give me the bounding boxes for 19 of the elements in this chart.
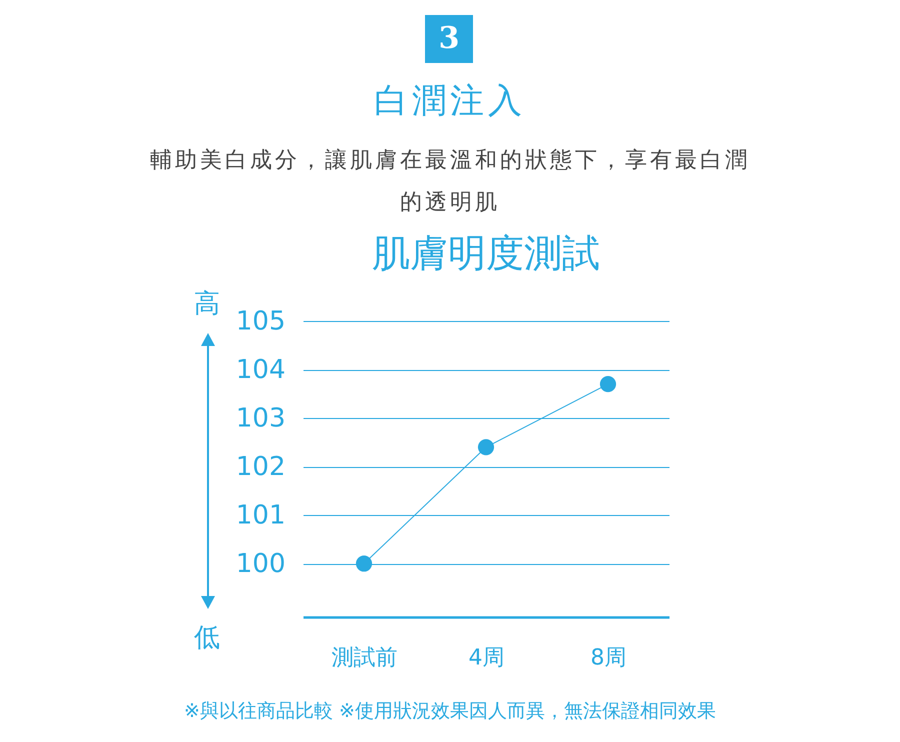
y-tick-label: 103: [236, 404, 286, 434]
y-tick-label: 102: [236, 452, 286, 482]
text: 高: [193, 288, 221, 321]
y-tick-label: 100: [236, 549, 286, 580]
y-tick-label: 105: [236, 306, 286, 336]
x-tick-label: 測試前: [332, 646, 398, 670]
text: ※與以往商品比較 ※使用狀況效果因人而異，無法保證相同效果: [183, 699, 717, 724]
y-tick-label: 104: [236, 355, 286, 386]
y-tick-label: 101: [236, 500, 286, 531]
text: 低: [193, 622, 221, 655]
x-tick-label: 4周: [468, 646, 504, 670]
x-tick-label: 8周: [590, 646, 626, 670]
point: [600, 376, 616, 392]
text: 白潤注入: [373, 80, 527, 123]
point: [478, 439, 494, 456]
text: 3: [425, 15, 473, 63]
chart-title: 肌膚明度測試: [372, 231, 600, 275]
point: [356, 556, 372, 572]
text: 輔助美白成分，讓肌膚在最溫和的狀態下，享有最白潤的透明肌: [149, 147, 751, 217]
